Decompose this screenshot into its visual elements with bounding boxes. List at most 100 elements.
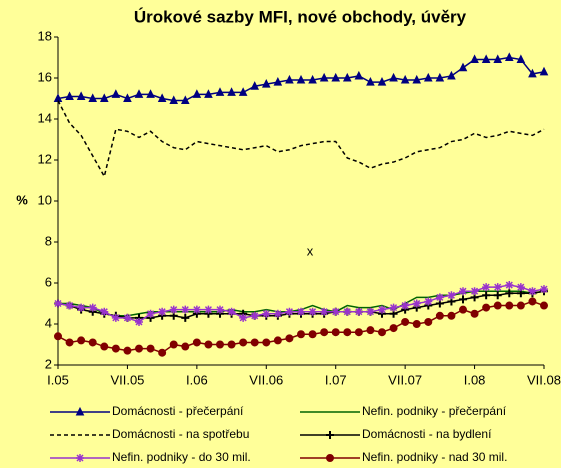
marker [540,285,548,294]
marker [354,328,363,337]
series-line [57,100,545,179]
marker [54,299,62,308]
marker [516,54,526,64]
marker [470,309,479,318]
marker [54,332,62,341]
marker [297,330,305,339]
marker [273,76,283,86]
x-tick-label: VII.06 [249,372,283,387]
marker [424,297,433,306]
x-tick-label: VII.08 [527,372,561,387]
x-tick-label: I.06 [186,372,208,387]
marker [528,297,537,306]
marker [401,301,410,310]
marker [320,328,329,337]
marker [412,74,422,84]
marker [169,340,178,349]
marker [326,431,334,439]
marker [447,311,456,320]
marker [204,89,213,98]
marker [505,289,514,298]
marker [239,338,248,347]
marker [540,301,548,310]
marker [99,93,109,102]
y-tick-label: 12 [38,151,52,166]
marker [297,307,305,316]
y-tick-label: 16 [38,69,52,84]
marker [366,307,375,316]
marker [505,301,514,310]
marker [401,317,410,326]
marker [343,307,352,316]
marker [326,454,334,462]
marker [459,305,467,314]
marker [528,68,537,78]
marker [516,283,525,292]
marker [505,281,514,290]
marker [146,344,155,353]
marker [435,72,445,82]
marker [192,338,201,347]
marker [331,72,341,82]
marker [539,66,549,76]
marker [354,307,363,316]
marker [400,74,410,84]
marker [389,324,398,333]
y-axis-label: % [16,192,28,207]
marker [181,342,190,351]
marker [285,334,294,343]
marker [123,93,132,102]
marker [111,313,120,322]
marker [482,283,491,292]
marker [65,301,74,310]
y-tick-label: 8 [45,233,52,248]
marker [204,340,213,349]
marker [262,338,271,347]
marker [262,309,271,318]
marker [459,287,467,296]
marker [135,317,143,326]
marker [423,72,433,82]
marker [75,406,85,416]
marker [378,305,386,314]
marker [285,74,294,84]
marker [216,305,224,314]
marker [111,89,121,98]
legend-label: Nefin. podniky - do 30 mil. [112,450,251,464]
marker [470,54,479,64]
marker [134,89,144,98]
marker [65,91,74,100]
marker [76,454,84,462]
marker [308,330,317,339]
marker [389,72,398,82]
y-tick-label: 10 [38,192,52,207]
marker [378,328,386,337]
marker [238,87,248,96]
marker [261,79,271,88]
marker [528,287,537,296]
marker [516,301,525,310]
marker [157,93,167,102]
x-tick-label: I.08 [464,372,486,387]
marker [447,291,456,300]
legend-label: Nefin. podniky - nad 30 mil. [362,450,507,464]
y-tick-label: 4 [45,315,52,330]
marker [111,344,120,353]
marker [285,307,294,316]
marker [181,313,190,322]
marker [88,93,98,102]
marker [342,72,352,82]
marker [100,307,109,316]
marker [250,81,260,90]
marker [424,317,433,326]
marker [470,287,479,296]
marker [123,313,132,322]
marker [65,338,74,347]
marker [250,338,259,347]
marker [100,342,109,351]
marker [146,309,155,318]
x-tick-label: VII.07 [388,372,422,387]
marker [319,72,329,82]
marker [412,299,421,308]
